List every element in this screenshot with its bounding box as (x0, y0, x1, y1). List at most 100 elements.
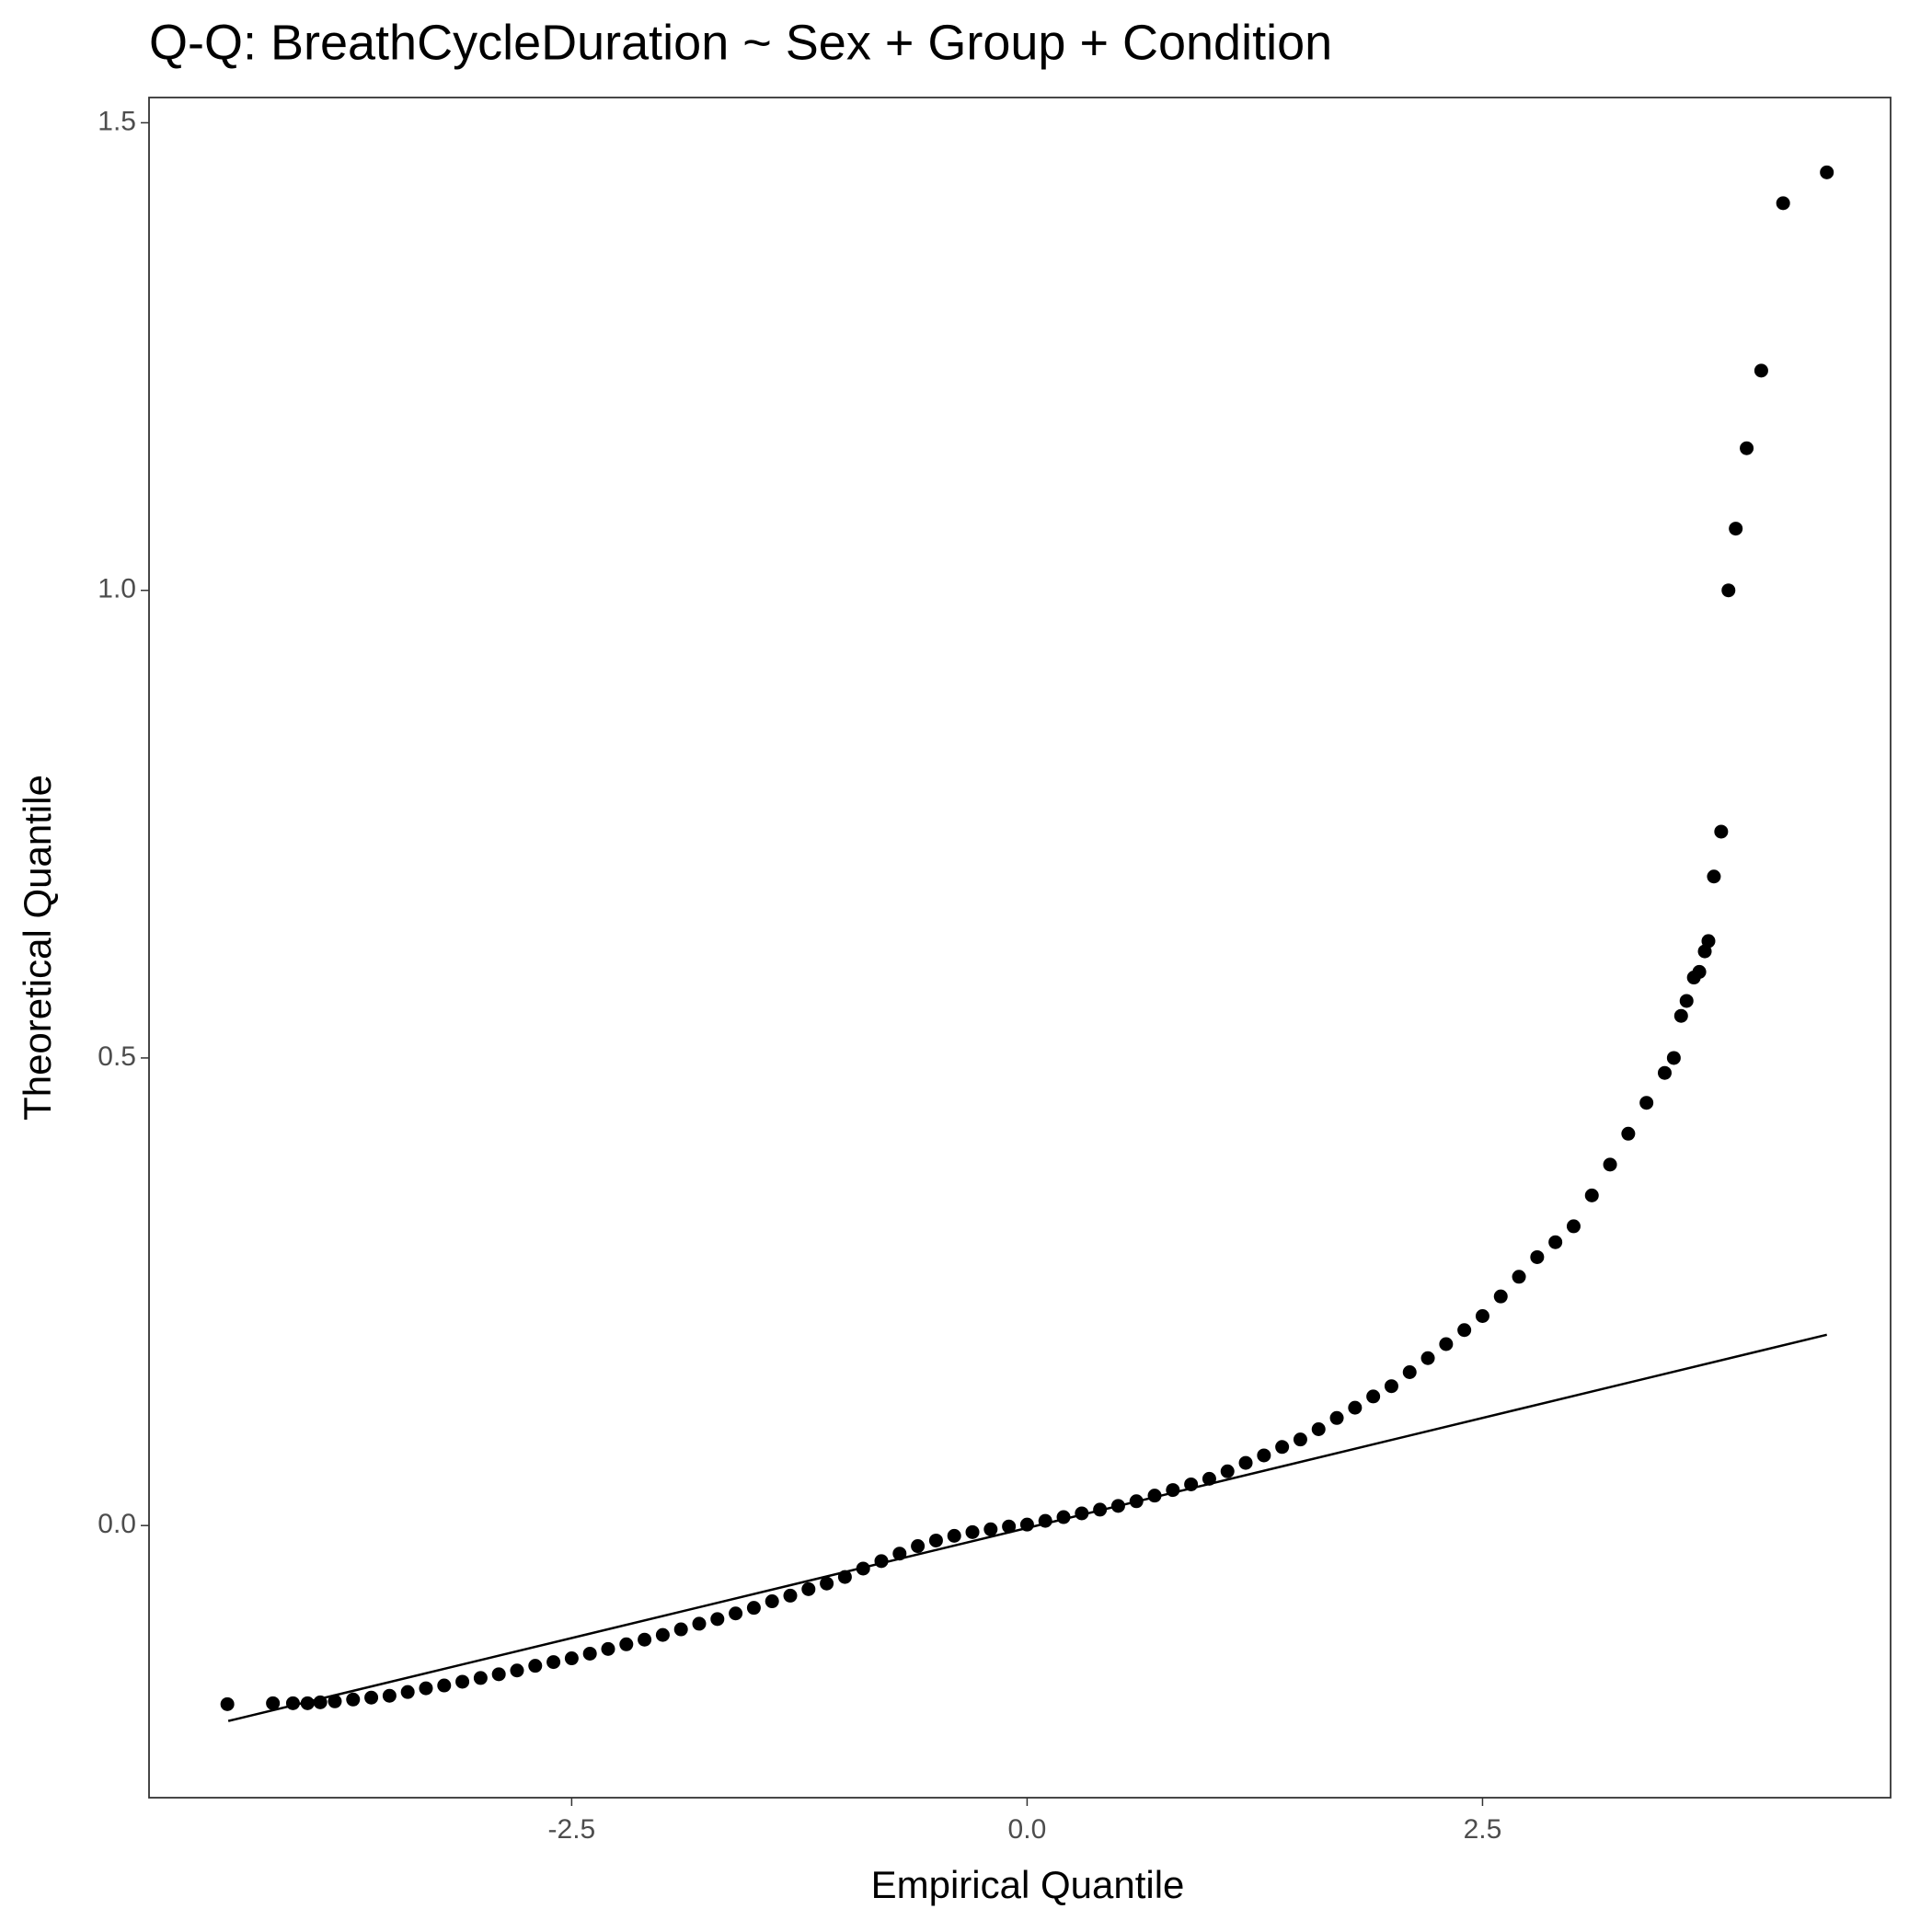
point (710, 1612, 725, 1627)
point (1075, 1506, 1089, 1521)
point (1707, 869, 1721, 884)
point (1220, 1464, 1235, 1478)
point (673, 1622, 688, 1637)
point (1639, 1096, 1654, 1110)
point (1348, 1400, 1363, 1415)
point (856, 1561, 870, 1576)
point (1621, 1126, 1636, 1141)
point (313, 1695, 328, 1709)
point (965, 1524, 980, 1539)
point (1275, 1440, 1290, 1455)
point (437, 1678, 452, 1693)
point (1714, 824, 1729, 839)
point (220, 1696, 235, 1711)
point (983, 1522, 998, 1536)
point (655, 1627, 670, 1642)
point (1366, 1389, 1381, 1404)
point (1475, 1309, 1489, 1324)
point (1056, 1510, 1071, 1524)
y-axis-title: Theoretical Quantile (16, 775, 59, 1121)
point (1603, 1157, 1617, 1172)
point (455, 1674, 470, 1689)
point (1584, 1188, 1599, 1202)
point (1657, 1065, 1672, 1080)
y-tick-label: 1.0 (98, 574, 136, 604)
point (473, 1671, 488, 1685)
point (1002, 1519, 1017, 1534)
point (1257, 1448, 1271, 1463)
point (1666, 1051, 1681, 1065)
point (601, 1641, 615, 1656)
point (1038, 1513, 1052, 1528)
point (911, 1539, 926, 1554)
y-tick-label: 0.5 (98, 1041, 136, 1072)
point (1166, 1483, 1180, 1498)
point (619, 1637, 634, 1651)
point (1740, 441, 1754, 455)
point (820, 1576, 834, 1591)
point (1548, 1235, 1563, 1249)
point (892, 1547, 907, 1561)
point (528, 1659, 543, 1673)
point (746, 1601, 761, 1616)
x-tick-label: 2.5 (1464, 1814, 1502, 1845)
point (1729, 522, 1743, 536)
x-tick-label: 0.0 (1008, 1814, 1047, 1845)
point (266, 1696, 281, 1710)
point (638, 1632, 652, 1647)
point (1701, 934, 1716, 949)
point (491, 1667, 506, 1682)
point (1439, 1337, 1454, 1351)
point (1721, 583, 1736, 598)
point (364, 1690, 379, 1705)
x-axis-title: Empirical Quantile (871, 1863, 1185, 1906)
point (1202, 1471, 1216, 1486)
y-tick-label: 0.0 (98, 1509, 136, 1539)
point (400, 1685, 415, 1699)
point (729, 1606, 743, 1621)
point (582, 1646, 597, 1661)
point (1329, 1410, 1344, 1425)
point (1129, 1494, 1144, 1509)
point (1754, 363, 1768, 378)
point (801, 1581, 816, 1596)
point (1493, 1289, 1508, 1304)
point (1238, 1455, 1253, 1470)
point (346, 1692, 361, 1707)
point (510, 1663, 524, 1678)
point (1512, 1270, 1526, 1284)
point (382, 1688, 397, 1703)
point (1093, 1502, 1108, 1517)
point (837, 1570, 852, 1584)
y-tick-label: 1.5 (98, 106, 136, 136)
point (783, 1588, 798, 1603)
point (564, 1651, 579, 1666)
point (1457, 1323, 1472, 1338)
point (765, 1594, 779, 1609)
point (300, 1696, 315, 1710)
point (1530, 1249, 1545, 1264)
point (928, 1533, 943, 1547)
point (1402, 1364, 1417, 1379)
point (1110, 1499, 1125, 1513)
point (1384, 1379, 1398, 1394)
point (1019, 1517, 1034, 1532)
point (1293, 1432, 1307, 1447)
point (874, 1554, 889, 1569)
point (285, 1696, 300, 1710)
point (1692, 964, 1707, 979)
point (1776, 196, 1790, 211)
point (419, 1681, 433, 1696)
chart-title: Q-Q: BreathCycleDuration ~ Sex + Group +… (149, 15, 1332, 70)
point (1679, 994, 1694, 1008)
point (1147, 1489, 1162, 1503)
point (1566, 1219, 1581, 1234)
point (1420, 1351, 1435, 1365)
point (1311, 1421, 1326, 1436)
point (546, 1655, 561, 1670)
point (1820, 165, 1834, 179)
x-tick-label: -2.5 (548, 1814, 596, 1845)
point (1673, 1008, 1688, 1023)
